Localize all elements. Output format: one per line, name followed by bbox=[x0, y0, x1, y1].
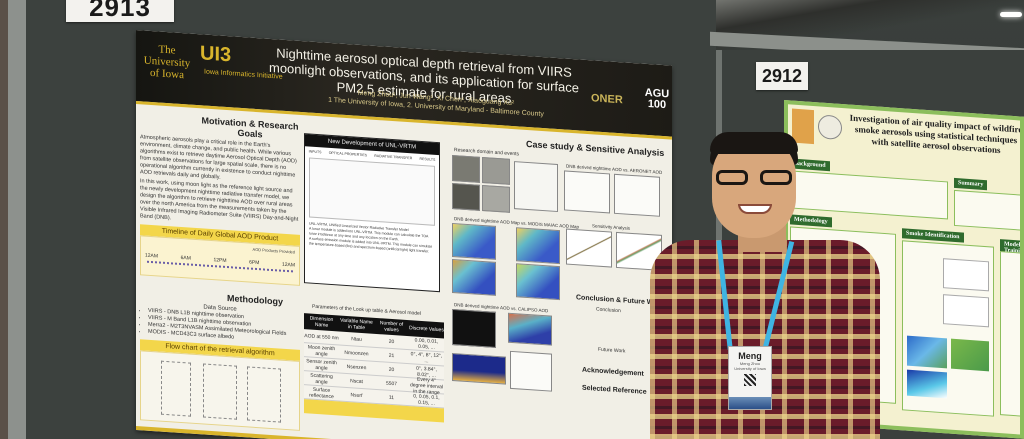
badge-name: Meng bbox=[738, 351, 762, 361]
section-heading: Motivation & Research Goals bbox=[201, 115, 299, 140]
presenter: Meng Meng Zhou University of Iowa bbox=[650, 130, 880, 439]
aeronet-scatter bbox=[564, 170, 610, 214]
timeline-label: 12PM bbox=[213, 257, 227, 265]
booth-pole bbox=[8, 0, 26, 439]
vrtm-column: RADIATIVE TRANSFER bbox=[374, 153, 413, 161]
main-poster: The University of Iowa UI3 Iowa Informat… bbox=[136, 30, 672, 439]
vrtm-column: OPTICAL PROPERTIES bbox=[328, 150, 368, 158]
sensitivity-plot bbox=[566, 228, 612, 268]
badge-full-name: Meng Zhou bbox=[739, 361, 761, 366]
timeline-label: 12AM bbox=[145, 252, 159, 260]
vrtm-column: INPUTS bbox=[308, 149, 322, 155]
calipso-scatter bbox=[510, 350, 552, 392]
subsection-heading: Future Work bbox=[598, 346, 626, 355]
aod-map bbox=[516, 263, 560, 301]
smoke-id-box bbox=[902, 240, 994, 417]
calipso-map bbox=[508, 312, 552, 346]
section-heading: Case study & Sensitive Analysis bbox=[526, 138, 665, 159]
motivation-text: In this work, using moon light as the re… bbox=[140, 178, 299, 223]
satellite-image bbox=[482, 184, 510, 213]
aod-map bbox=[516, 227, 560, 265]
section-heading: Acknowledgement bbox=[582, 366, 644, 378]
satellite-image bbox=[482, 156, 510, 185]
timeline-label: 6PM bbox=[249, 259, 260, 267]
section-heading: Selected Reference bbox=[582, 384, 647, 396]
glasses-icon bbox=[716, 170, 792, 186]
partner-logo: ONER bbox=[591, 92, 623, 107]
satellite-image bbox=[452, 154, 480, 183]
model-training-box bbox=[1000, 251, 1024, 418]
domain-map bbox=[514, 161, 558, 213]
section-heading: Summary bbox=[954, 177, 988, 191]
summary-box bbox=[954, 189, 1024, 232]
poster-column-left: Motivation & Research Goals Atmospheric … bbox=[140, 108, 300, 431]
adjacent-booth bbox=[0, 0, 8, 439]
flowchart-figure bbox=[140, 350, 300, 431]
name-badge: Meng Meng Zhou University of Iowa bbox=[728, 346, 772, 410]
calipso-profile bbox=[452, 352, 506, 385]
timeline-legend: AOD Products Provided bbox=[252, 246, 295, 255]
subsection-heading: Conclusion bbox=[596, 306, 621, 315]
lut-table: Dimension Name Variable Name in Table Nu… bbox=[304, 313, 444, 423]
aod-map bbox=[452, 222, 496, 260]
timeline-label: 12AM bbox=[281, 261, 295, 269]
board-number-sign: 2913 bbox=[66, 0, 174, 22]
vrtm-column: RESULTS bbox=[419, 156, 436, 162]
nighttime-image bbox=[452, 308, 496, 348]
smile bbox=[738, 204, 772, 214]
university-logo: The University of Iowa bbox=[143, 43, 191, 82]
aod-map bbox=[452, 258, 496, 296]
ceiling-light bbox=[1000, 12, 1022, 17]
vrtm-diagram: New Development of UNL-VRTM INPUTS OPTIC… bbox=[304, 133, 440, 293]
board-number-sign: 2912 bbox=[756, 62, 808, 90]
conference-logo: AGU 100 bbox=[644, 86, 670, 112]
institute-logo: UI3 bbox=[200, 42, 232, 67]
satellite-image bbox=[452, 182, 480, 211]
qr-code-icon bbox=[744, 374, 756, 386]
badge-affiliation: University of Iowa bbox=[734, 366, 766, 371]
timeline-label: 6AM bbox=[180, 254, 191, 262]
